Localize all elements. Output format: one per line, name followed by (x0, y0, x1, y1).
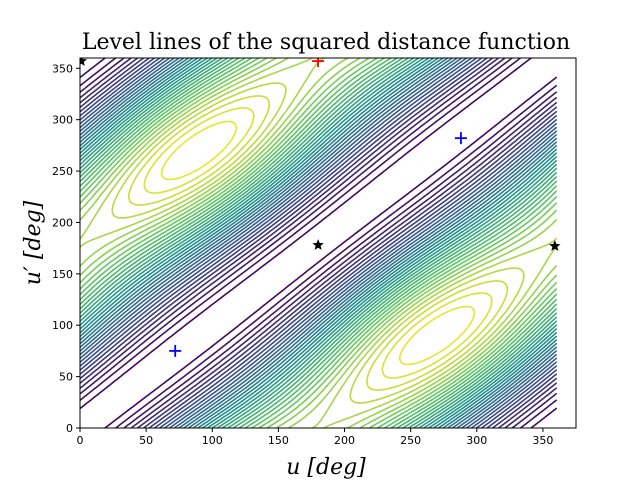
star-marker (80, 58, 87, 66)
contour-level (80, 58, 557, 428)
x-tick-label: 0 (77, 434, 84, 447)
x-tick-label: 100 (202, 434, 223, 447)
y-axis-label: u′ [deg] (21, 200, 46, 285)
x-tick-label: 50 (139, 434, 153, 447)
x-tick-label: 200 (334, 434, 355, 447)
y-axis-ticks: 0 50 100 150 200 250 300 350 (52, 62, 80, 435)
contour-level (80, 58, 557, 428)
contour-level (143, 107, 493, 379)
chart-title: Level lines of the squared distance func… (82, 30, 570, 55)
x-tick-label: 250 (400, 434, 421, 447)
y-tick-label: 350 (52, 62, 73, 75)
contour-level (80, 58, 557, 428)
y-tick-label: 50 (59, 371, 73, 384)
x-tick-label: 150 (268, 434, 289, 447)
y-tick-label: 250 (52, 165, 73, 178)
x-axis-ticks: 0 50 100 150 200 250 300 350 (77, 428, 553, 447)
contour-level (80, 58, 557, 428)
y-tick-label: 200 (52, 216, 73, 229)
contour-level (80, 58, 557, 428)
contour-level (80, 58, 557, 428)
contour-level (111, 82, 525, 404)
star-marker (312, 239, 324, 250)
red-plus-marker (312, 58, 325, 68)
markers (80, 58, 561, 357)
contour-level (160, 120, 476, 366)
contour-level (80, 58, 557, 428)
contour-level (80, 58, 557, 428)
y-tick-label: 150 (52, 268, 73, 281)
plot-frame (79, 57, 577, 429)
blue-plus-marker (454, 132, 467, 145)
x-tick-label: 350 (532, 434, 553, 447)
y-tick-label: 100 (52, 319, 73, 332)
y-tick-label: 0 (66, 422, 73, 435)
y-tick-label: 300 (52, 114, 73, 127)
x-axis-label: u [deg] (286, 455, 366, 480)
contour-level (80, 58, 557, 428)
contour-level (80, 58, 557, 428)
star-marker (549, 240, 561, 251)
x-tick-label: 300 (466, 434, 487, 447)
contour-level (128, 95, 509, 391)
contour-level (80, 58, 557, 428)
blue-plus-marker (169, 344, 182, 357)
